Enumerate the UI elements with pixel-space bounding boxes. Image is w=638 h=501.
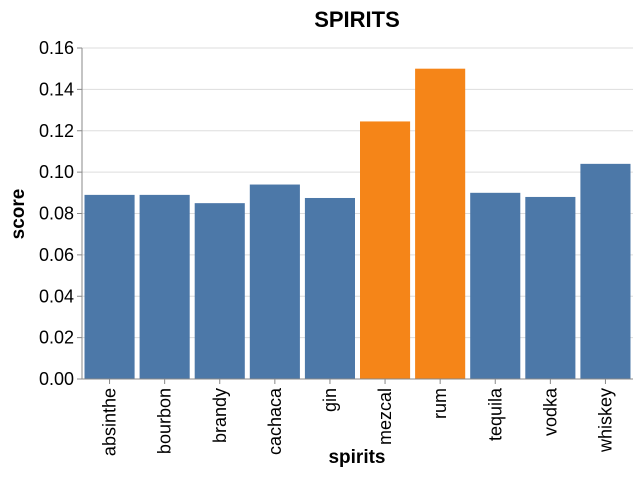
y-tick-label: 0.08 — [39, 204, 74, 224]
bar-vodka — [525, 196, 576, 379]
y-tick-label: 0.04 — [39, 286, 74, 306]
y-tick-label: 0.12 — [39, 121, 74, 141]
y-tick-label: 0.00 — [39, 369, 74, 389]
y-axis-title: score — [8, 189, 29, 240]
bar-absinthe — [84, 194, 135, 379]
y-tick-label: 0.16 — [39, 38, 74, 58]
x-tick-label-rum: rum — [430, 388, 450, 419]
x-tick-label-vodka: vodka — [540, 387, 560, 436]
x-tick-label-brandy: brandy — [210, 388, 230, 443]
x-tick-label-gin: gin — [320, 388, 340, 412]
bar-tequila — [470, 192, 521, 379]
bar-rum — [415, 68, 466, 379]
bar-brandy — [194, 203, 245, 379]
y-tick-label: 0.06 — [39, 245, 74, 265]
x-tick-label-absinthe: absinthe — [100, 388, 120, 456]
x-tick-label-mezcal: mezcal — [375, 388, 395, 445]
x-tick-label-whiskey: whiskey — [595, 388, 615, 453]
bar-mezcal — [360, 121, 411, 380]
bar-gin — [304, 197, 355, 379]
x-axis-title: spirits — [328, 447, 385, 468]
x-tick-label-bourbon: bourbon — [155, 388, 175, 454]
x-tick-labels: absinthe bourbon brandy cachaca gin mezcal rum… — [100, 387, 616, 456]
y-tick-label: 0.10 — [39, 162, 74, 182]
y-tick-labels: 0.00 0.02 0.04 0.06 0.08 0.10 0.12 0.14 0.16 — [39, 38, 74, 389]
axes — [77, 47, 633, 384]
bar-cachaca — [249, 184, 300, 379]
bar-whiskey — [580, 163, 631, 379]
chart-title: SPIRITS — [314, 7, 400, 32]
y-tick-label: 0.14 — [39, 79, 74, 99]
bars — [84, 68, 631, 380]
bar-bourbon — [139, 194, 190, 379]
x-tick-label-cachaca: cachaca — [265, 387, 285, 455]
y-tick-label: 0.02 — [39, 328, 74, 348]
x-tick-label-tequila: tequila — [485, 387, 505, 441]
